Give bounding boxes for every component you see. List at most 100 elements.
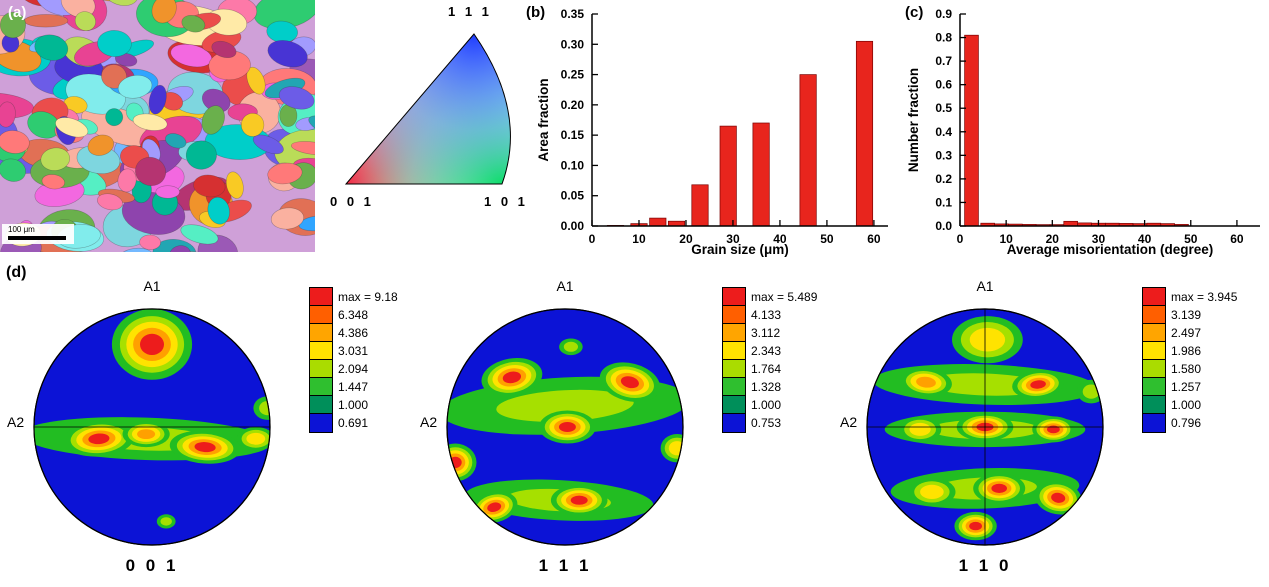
legend-row: 1.000 (1142, 394, 1254, 415)
grain (0, 11, 26, 39)
contour-group (872, 316, 1103, 541)
grain (246, 66, 266, 95)
contour-orange (916, 376, 936, 388)
grain (207, 196, 230, 225)
x-tick-label: 40 (1138, 232, 1152, 246)
contour-yellow (920, 484, 944, 499)
contour-red (194, 442, 216, 453)
legend-level-label: 3.031 (338, 343, 369, 358)
grain (85, 0, 124, 2)
pole-figure-group-110: A1 A2 max = 3.945 3.139 2.497 1.986 1.580 1.2… (840, 272, 1258, 584)
legend-level-label: 3.112 (751, 325, 781, 340)
ipf-color-key: 1 1 1 (330, 2, 542, 222)
bar (649, 217, 667, 227)
pole-figure-110-plane-label: 1 1 0 (958, 556, 1012, 575)
y-tick-label: 0.30 (561, 37, 585, 51)
contour-lgreen (1082, 384, 1100, 399)
legend-level-label: 1.580 (1171, 361, 1202, 376)
legend-row: 0.753 (722, 412, 834, 433)
contour-red (1051, 492, 1066, 503)
legend-row: 2.094 (309, 358, 421, 379)
legend-level-label: 1.257 (1171, 379, 1202, 394)
legend-row: 6.348 (309, 304, 421, 325)
y-tick-label: 0.2 (935, 172, 952, 186)
misorientation-bar-chart: 0 10 20 30 40 50 60 0.0 0.1 0.2 0.3 0.4 0.5 0.6 0.7 0.8… (906, 7, 1260, 257)
ipf-triangle-outline (344, 33, 511, 185)
panel-misorientation-chart: (c) 0 10 20 30 40 50 60 0.0 0.1 0.2 0.3 0.4 0.5 0.6 0.… (898, 0, 1269, 262)
legend-row: 0.691 (309, 412, 421, 433)
grain (278, 86, 315, 110)
bar (691, 184, 709, 227)
legend-row: 3.112 (722, 322, 834, 343)
grain (201, 105, 225, 135)
legend-color-swatch (722, 322, 746, 343)
panel-d-label: (d) (6, 264, 27, 281)
contour-red (1030, 380, 1046, 389)
contour-lgreen (496, 389, 634, 422)
grain (23, 14, 69, 28)
grain (0, 158, 26, 182)
ebsd-map-image (0, 0, 364, 317)
panel-c-label: (c) (905, 4, 924, 21)
legend-row: 1.986 (1142, 340, 1254, 361)
contour-red (88, 433, 110, 445)
y-tick-label: 0.15 (561, 128, 585, 142)
grain (102, 0, 139, 6)
a1-axis-label: A1 (976, 278, 994, 294)
pole-figure-111-plane-label: 1 1 1 (538, 556, 592, 575)
legend-row: 1.764 (722, 358, 834, 379)
a2-axis-label: A2 (840, 414, 858, 430)
y-tick-label: 0.05 (561, 189, 585, 203)
contour-red (570, 495, 588, 505)
legend-row: 1.447 (309, 376, 421, 397)
a1-axis-label: A1 (143, 278, 161, 294)
contour-red (558, 422, 576, 432)
panel-grain-size-chart: (b) 0 10 20 30 40 50 60 0.00 0.05 0.10 0.15 0.20 0.2… (520, 0, 900, 262)
grain (55, 117, 89, 138)
scale-bar: 100 μm (2, 224, 74, 244)
y-tick-label: 0.6 (935, 78, 952, 92)
y-tick-label: 0.5 (935, 101, 952, 115)
pole-figure-110 (866, 308, 1104, 546)
legend-max-label: max = 3.945 (1171, 289, 1238, 304)
contour-red (140, 333, 164, 355)
y-tick-label: 0.0 (935, 219, 952, 233)
grain (240, 112, 265, 137)
legend-level-label: 4.386 (338, 325, 369, 340)
contour-yellow (909, 422, 931, 436)
contour-group (447, 338, 683, 524)
grain (180, 224, 219, 245)
contour-lgreen (160, 517, 172, 526)
ipf-label-001: 0 0 1 (330, 194, 374, 209)
ipf-label-101: 1 0 1 (484, 194, 528, 209)
legend-level-label: 3.139 (1171, 307, 1202, 322)
y-tick-label: 0.3 (935, 148, 952, 162)
legend-level-label: 1.447 (338, 379, 369, 394)
grain (139, 234, 161, 250)
grain (117, 74, 153, 99)
bar (964, 34, 979, 227)
grain (165, 133, 187, 149)
grain (252, 134, 284, 155)
bar (752, 122, 770, 227)
pole-figure-001-legend: max = 9.18 6.348 4.386 3.031 2.094 1.447 1.000… (309, 286, 421, 433)
legend-color-swatch (1142, 304, 1166, 325)
legend-level-label: 1.986 (1171, 343, 1202, 358)
y-axis-title: Area fraction (536, 78, 551, 161)
bar (719, 125, 737, 227)
a2-axis-label: A2 (420, 414, 438, 430)
legend-level-label: 2.094 (338, 361, 369, 376)
x-tick-label: 10 (632, 232, 646, 246)
legend-color-swatch (309, 304, 333, 325)
legend-level-label: 1.764 (751, 361, 782, 376)
legend-color-swatch (722, 394, 746, 415)
grain (267, 40, 308, 68)
y-tick-label: 0.7 (935, 54, 952, 68)
pole-figure-group-001: A1 A2 max = 9.18 6.348 4.386 3.031 2.094 1.44… (7, 272, 425, 584)
grain (193, 174, 226, 198)
grain (117, 168, 137, 193)
legend-row: max = 9.18 (309, 286, 421, 307)
contour-red (620, 376, 639, 389)
contour-red (502, 371, 522, 384)
